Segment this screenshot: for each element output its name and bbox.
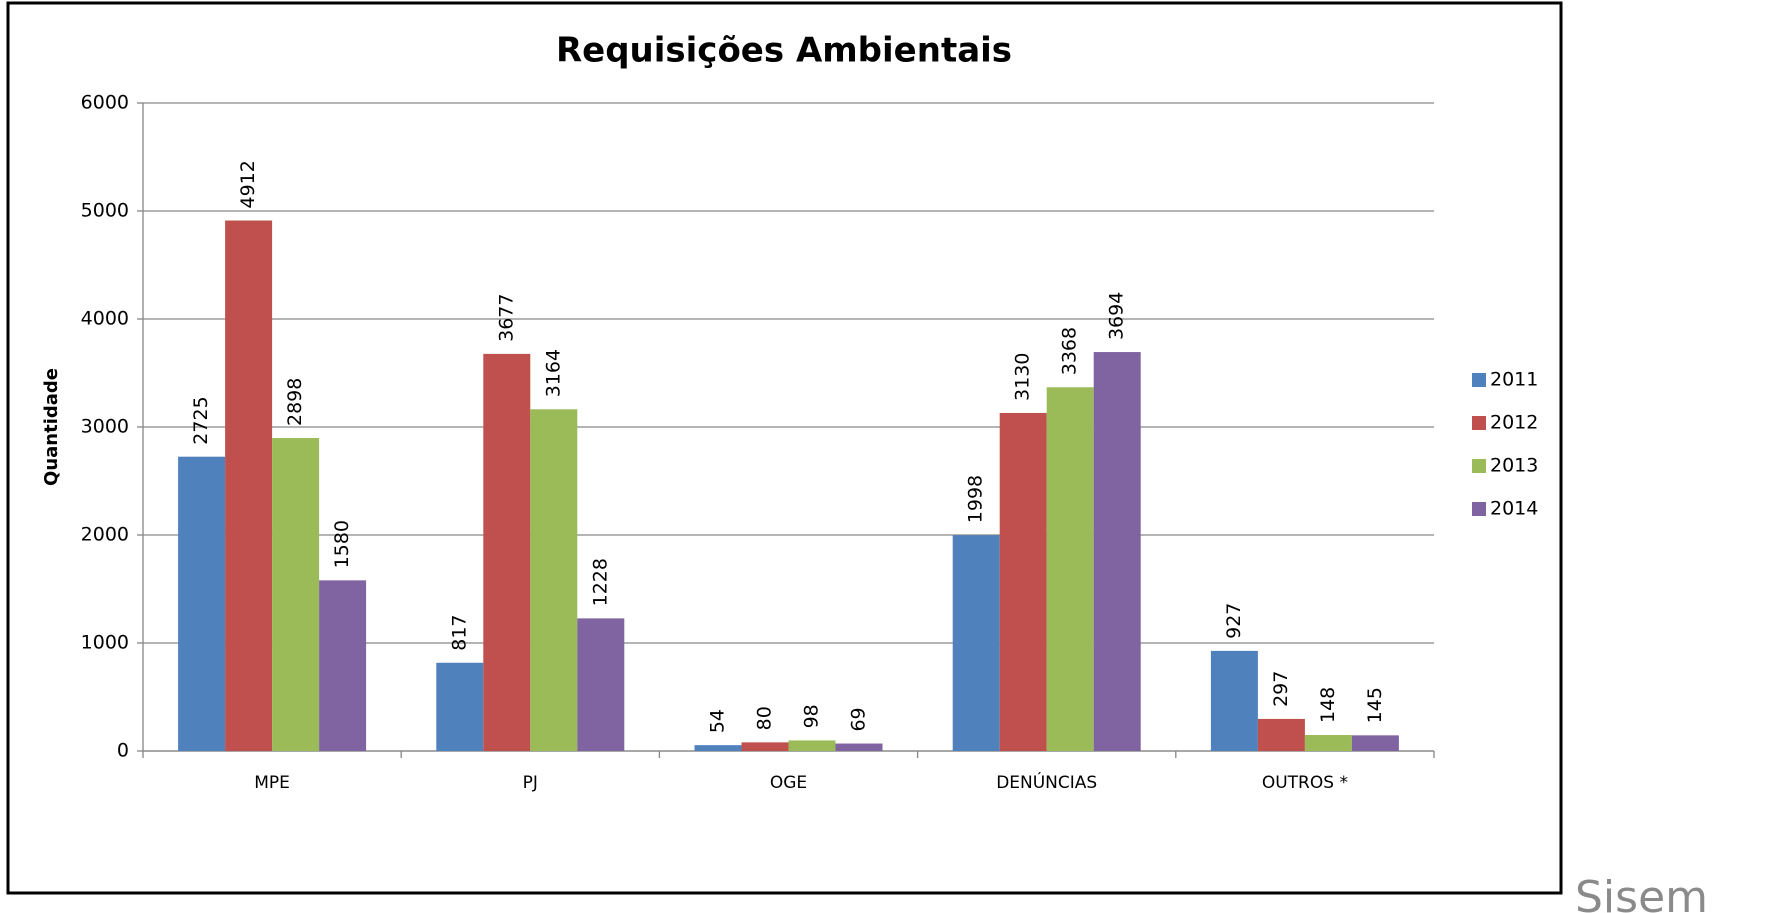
chart-border bbox=[6, 1, 1563, 895]
data-label: 80 bbox=[754, 706, 776, 730]
bar bbox=[225, 220, 273, 751]
data-label: 1228 bbox=[589, 558, 611, 606]
bar bbox=[1351, 735, 1399, 751]
data-label: 3694 bbox=[1106, 292, 1128, 340]
bar bbox=[1046, 387, 1094, 751]
bar bbox=[835, 743, 883, 751]
y-axis-label: Quantidade bbox=[41, 368, 62, 486]
bar bbox=[272, 438, 320, 751]
data-label: 1580 bbox=[331, 520, 353, 568]
bar bbox=[178, 456, 226, 751]
data-label: 3164 bbox=[542, 349, 564, 397]
bar bbox=[1257, 718, 1305, 751]
y-tick-label: 3000 bbox=[81, 416, 129, 438]
data-label: 297 bbox=[1270, 671, 1292, 707]
x-tick-label: MPE bbox=[254, 773, 290, 793]
bar bbox=[319, 580, 367, 751]
bar bbox=[1304, 735, 1352, 751]
bar bbox=[952, 535, 1000, 751]
y-tick-label: 0 bbox=[117, 740, 129, 762]
y-tick-label: 2000 bbox=[81, 524, 129, 546]
watermark: Sisem bbox=[1575, 872, 1708, 913]
data-label: 3368 bbox=[1059, 327, 1081, 375]
x-tick-label: OUTROS * bbox=[1262, 773, 1348, 793]
legend-swatch bbox=[1472, 373, 1486, 387]
x-tick-label: PJ bbox=[523, 773, 538, 793]
y-tick-label: 1000 bbox=[81, 632, 129, 654]
bar bbox=[530, 409, 578, 751]
data-label: 98 bbox=[801, 704, 823, 728]
y-tick-label: 4000 bbox=[81, 308, 129, 330]
data-label: 817 bbox=[448, 614, 470, 650]
bar bbox=[1210, 650, 1258, 751]
data-label: 4912 bbox=[237, 160, 259, 208]
data-label: 927 bbox=[1223, 603, 1245, 639]
data-label: 2898 bbox=[284, 378, 306, 426]
bar bbox=[1093, 352, 1141, 751]
y-tick-label: 5000 bbox=[81, 200, 129, 222]
data-label: 69 bbox=[848, 707, 870, 731]
data-label: 1998 bbox=[965, 475, 987, 523]
legend-label: 2012 bbox=[1490, 412, 1538, 434]
data-label: 2725 bbox=[190, 396, 212, 444]
bar bbox=[577, 618, 625, 751]
legend-swatch bbox=[1472, 459, 1486, 473]
bar bbox=[788, 740, 836, 751]
legend-label: 2014 bbox=[1490, 498, 1538, 520]
legend-label: 2013 bbox=[1490, 455, 1538, 477]
legend-swatch bbox=[1472, 416, 1486, 430]
bar bbox=[483, 353, 531, 751]
bar bbox=[694, 745, 742, 751]
legend-label: 2011 bbox=[1490, 369, 1538, 391]
data-label: 3677 bbox=[495, 294, 517, 342]
x-tick-label: OGE bbox=[770, 773, 807, 793]
data-label: 54 bbox=[707, 709, 729, 733]
y-tick-label: 6000 bbox=[81, 92, 129, 114]
data-label: 145 bbox=[1364, 687, 1386, 723]
bar bbox=[436, 662, 484, 751]
data-label: 3130 bbox=[1012, 353, 1034, 401]
bar bbox=[741, 742, 789, 751]
chart-title: Requisições Ambientais bbox=[556, 31, 1012, 71]
legend-swatch bbox=[1472, 502, 1486, 516]
bar bbox=[999, 412, 1047, 751]
x-tick-label: DENÚNCIAS bbox=[996, 771, 1097, 793]
data-label: 148 bbox=[1317, 687, 1339, 723]
